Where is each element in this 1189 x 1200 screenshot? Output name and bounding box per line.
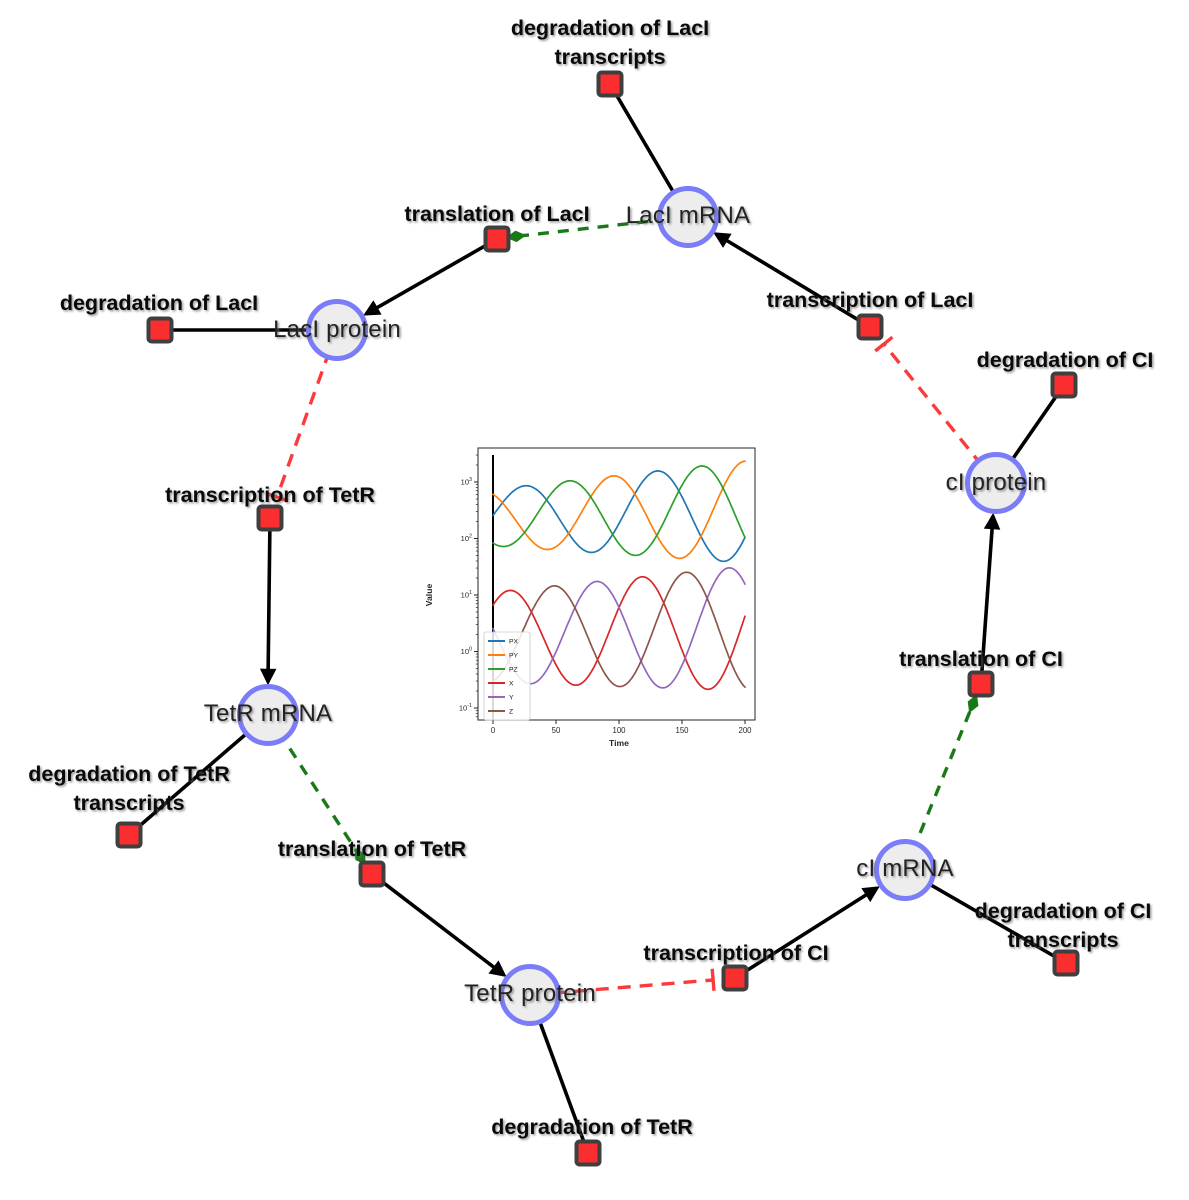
species-node-laci-mrna[interactable]	[657, 186, 719, 248]
reaction-label-degradation-tetr-transcripts: degradation of TetR transcripts	[28, 762, 230, 816]
svg-text:X: X	[509, 680, 514, 687]
reaction-node-translation-laci[interactable]	[483, 225, 511, 253]
species-label-tetr-protein: TetR protein	[464, 980, 596, 1007]
svg-text:0: 0	[491, 726, 496, 735]
species-node-laci-protein[interactable]	[306, 299, 368, 361]
edge-transcription-cI-to-mrna[interactable]	[734, 886, 880, 980]
reaction-label-degradation-ci-transcripts: degradation of CI transcripts	[974, 899, 1152, 953]
reaction-node-translation-ci[interactable]	[967, 670, 995, 698]
species-label-tetr-mrna: TetR mRNA	[203, 700, 333, 727]
reaction-node-transcription-ci[interactable]	[721, 964, 749, 992]
reaction-label-translation-ci: translation of CI	[899, 647, 1063, 671]
inhibition-tbar-lacI	[874, 335, 894, 353]
species-node-tetr-mrna[interactable]	[237, 684, 299, 746]
svg-text:102: 102	[461, 534, 472, 544]
svg-text:100: 100	[461, 647, 472, 657]
svg-text:200: 200	[738, 726, 752, 735]
reaction-node-degradation-tetr[interactable]	[574, 1139, 602, 1167]
reaction-label-transcription-tetr: transcription of TetR	[165, 483, 375, 507]
edge-translation-cI-to-protein[interactable]	[979, 512, 1001, 685]
reaction-node-translation-tetr[interactable]	[358, 860, 386, 888]
svg-text:Y: Y	[509, 694, 514, 701]
svg-text:150: 150	[675, 726, 689, 735]
edge-translation-lacI-to-protein[interactable]	[363, 237, 498, 316]
inset-simulation-chart: 10-1 100 101 102 103 0 50 100 150 200 Time Value PX P…	[420, 420, 800, 765]
reaction-node-degradation-ci-transcripts[interactable]	[1052, 949, 1080, 977]
svg-text:101: 101	[461, 590, 472, 600]
inhibition-tbar-tetR	[266, 491, 289, 503]
svg-text:PX: PX	[509, 638, 519, 645]
species-label-laci-protein: LacI protein	[273, 316, 401, 343]
reaction-node-degradation-tetr-transcripts[interactable]	[115, 821, 143, 849]
edge-translation-tetR-to-protein[interactable]	[370, 872, 507, 978]
reaction-label-transcription-laci: transcription of LacI	[766, 288, 974, 312]
species-node-tetr-protein[interactable]	[499, 964, 561, 1026]
species-label-ci-mrna: cI mRNA	[856, 855, 954, 882]
species-node-ci-mrna[interactable]	[874, 839, 936, 901]
svg-text:Z: Z	[509, 708, 513, 715]
reaction-node-degradation-laci[interactable]	[146, 316, 174, 344]
edge-transcription-lacI-to-mrna[interactable]	[713, 232, 871, 329]
svg-text:Value: Value	[424, 584, 434, 607]
time-series-plot: 10-1 100 101 102 103 0 50 100 150 200 Time Value PX P…	[424, 447, 756, 748]
reaction-label-degradation-tetr: degradation of TetR	[491, 1115, 693, 1139]
species-node-ci-protein[interactable]	[965, 452, 1027, 514]
reaction-label-degradation-ci: degradation of CI	[976, 348, 1154, 372]
svg-text:PY: PY	[509, 652, 519, 659]
reaction-node-transcription-laci[interactable]	[856, 313, 884, 341]
svg-text:10-1: 10-1	[459, 703, 472, 713]
inhibition-tbar-cI	[710, 968, 716, 991]
svg-text:PZ: PZ	[509, 666, 518, 673]
reaction-label-transcription-ci: transcription of CI	[643, 941, 829, 965]
reaction-label-translation-tetr: translation of TetR	[277, 837, 467, 861]
edge-transcription-tetR-to-mrna[interactable]	[259, 517, 277, 686]
reaction-node-degradation-ci[interactable]	[1050, 371, 1078, 399]
reaction-node-transcription-tetr[interactable]	[256, 504, 284, 532]
species-label-ci-protein: cI protein	[945, 469, 1047, 496]
svg-text:103: 103	[461, 477, 472, 487]
reaction-node-degradation-laci-transcripts[interactable]	[596, 70, 624, 98]
reaction-label-translation-laci: translation of LacI	[404, 202, 590, 226]
svg-text:Time: Time	[609, 738, 629, 748]
reaction-label-degradation-laci-transcripts: degradation of LacI transcripts	[510, 16, 710, 70]
reaction-label-degradation-laci: degradation of LacI	[59, 291, 259, 315]
svg-text:100: 100	[612, 726, 626, 735]
species-label-laci-mrna: LacI mRNA	[625, 202, 751, 229]
svg-text:50: 50	[552, 726, 561, 735]
